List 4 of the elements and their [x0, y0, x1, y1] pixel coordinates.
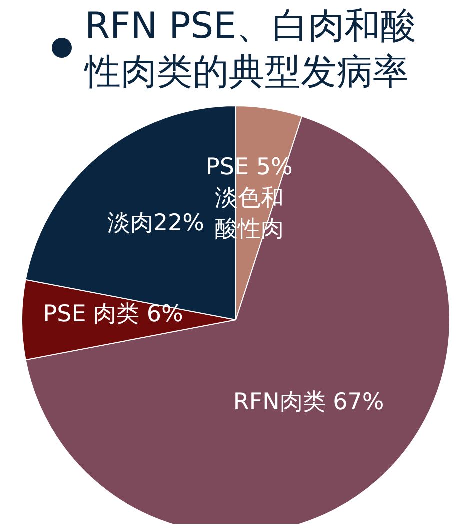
chart-title: RFN PSE、白肉和酸性肉类的典型发病率	[85, 5, 418, 95]
slice-label: PSE 肉类 6%	[43, 300, 184, 330]
slice-label: 淡肉22%	[107, 210, 205, 239]
slice-label: RFN肉类 67%	[233, 388, 384, 418]
